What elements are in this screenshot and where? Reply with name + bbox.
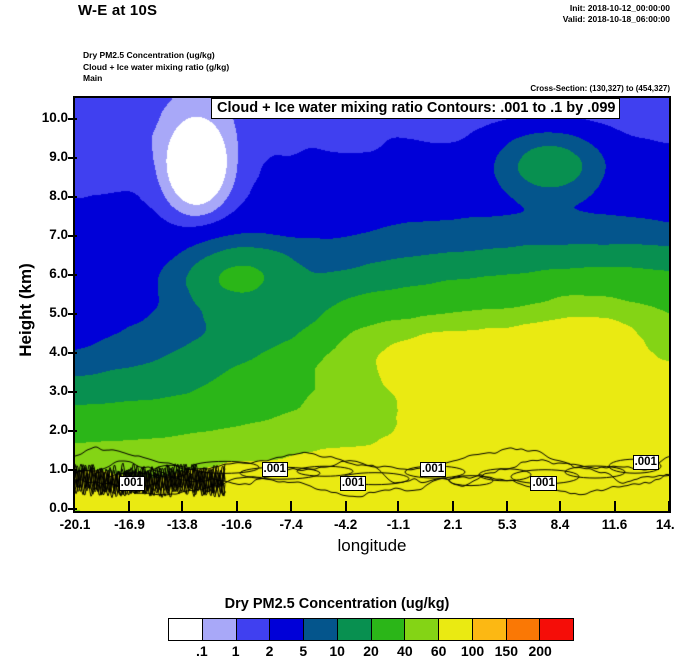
contour-value-label: .001	[419, 462, 447, 478]
page-title: W-E at 10S	[78, 2, 158, 19]
field-line-pm25: Dry PM2.5 Concentration (ug/kg)	[83, 50, 215, 60]
colorbar-tick-label: 200	[528, 643, 552, 659]
y-tick-mark	[68, 157, 77, 160]
colorbar-swatch	[337, 619, 372, 640]
y-tick-mark	[68, 430, 77, 433]
y-tick-mark	[68, 352, 77, 355]
y-tick-label: 10.0	[41, 110, 68, 126]
valid-time: Valid: 2018-10-18_06:00:00	[562, 14, 670, 24]
plot-area: .001 .001 .001 .001 .001 .001	[73, 96, 671, 513]
y-tick-label: 9.0	[49, 149, 68, 165]
y-tick-label: 7.0	[49, 227, 68, 243]
field-info: Dry PM2.5 Concentration (ug/kg) Cloud + …	[83, 50, 229, 85]
y-tick-label: 1.0	[49, 461, 68, 477]
contour-value-label: .001	[339, 475, 367, 491]
x-tick-label: 5.3	[497, 517, 517, 532]
colorbar-swatch	[371, 619, 406, 640]
colorbar-tick-label: 1	[231, 643, 240, 659]
x-tick-label: -13.8	[166, 517, 198, 532]
colorbar-tick-label: 20	[363, 643, 379, 659]
colorbar-tick-label: 60	[430, 643, 447, 659]
colorbar-tick-label: 10	[329, 643, 345, 659]
x-tick-label: -20.1	[59, 517, 91, 532]
colorbar-tick-label: .1	[195, 643, 208, 659]
y-tick-label: 8.0	[49, 188, 68, 204]
x-tick-label: -7.4	[279, 517, 303, 532]
colorbar-swatch	[202, 619, 237, 640]
x-tick-mark	[613, 501, 616, 513]
init-time: Init: 2018-10-12_00:00:00	[569, 3, 670, 13]
colorbar-swatch	[506, 619, 541, 640]
colorbar-tick-label: 5	[299, 643, 308, 659]
y-tick-mark	[68, 508, 77, 510]
x-tick-label: 8.4	[550, 517, 570, 532]
x-tick-label: -4.2	[333, 517, 358, 532]
x-tick-label: 11.6	[601, 517, 628, 532]
colorbar-swatch	[169, 619, 203, 640]
x-tick-mark	[235, 501, 238, 513]
field-line-cloudice: Cloud + Ice water mixing ratio (g/kg)	[83, 61, 230, 72]
colorbar-tick-label: 40	[397, 643, 413, 659]
contour-value-label: .001	[530, 475, 557, 491]
colorbar-tick-label: 100	[460, 643, 485, 659]
y-tick-mark	[68, 118, 77, 121]
y-tick-label: 0.0	[49, 500, 68, 515]
colorbar-swatch	[472, 619, 507, 640]
y-tick-label: 6.0	[49, 266, 68, 282]
x-tick-mark	[451, 501, 454, 513]
colorbar	[168, 618, 574, 641]
colorbar-swatch	[304, 619, 338, 640]
field-line-domain: Main	[83, 73, 103, 83]
contour-field	[75, 98, 669, 511]
colorbar-swatch	[270, 619, 304, 640]
contour-banner: Cloud + Ice water mixing ratio Contours:…	[211, 98, 621, 119]
colorbar-swatch	[439, 619, 473, 640]
colorbar-swatch	[236, 619, 271, 640]
y-tick-label: 5.0	[49, 305, 68, 321]
contour-value-label: .001	[261, 462, 288, 478]
x-tick-mark	[128, 501, 131, 513]
x-tick-mark	[506, 501, 509, 513]
x-tick-label: -10.6	[221, 517, 253, 532]
colorbar-tick-label: 2	[265, 643, 274, 659]
x-tick-label: 14.8	[655, 517, 674, 532]
x-tick-label: -16.9	[114, 517, 145, 532]
x-tick-label: -1.1	[386, 517, 410, 532]
y-tick-mark	[68, 469, 77, 472]
y-axis-ticks: 0.0 1.0 2.0 3.0 4.0 5.0 6.0 7.0 8.0 9.0 10.0	[20, 96, 77, 515]
colorbar-title: Dry PM2.5 Concentration (ug/kg)	[224, 596, 450, 612]
y-tick-label: 2.0	[49, 422, 68, 438]
y-tick-mark	[68, 196, 77, 199]
colorbar-tick-label: 150	[494, 643, 518, 659]
x-tick-mark	[344, 501, 347, 513]
y-tick-mark	[68, 313, 77, 316]
y-tick-label: 3.0	[49, 383, 68, 399]
run-info: Init: 2018-10-12_00:00:00 Valid: 2018-10…	[563, 3, 670, 25]
y-tick-mark	[68, 391, 77, 394]
x-tick-mark	[559, 501, 562, 513]
colorbar-tick-labels: .1 1 2 5 10 20 40 60 100 150 200	[168, 643, 574, 665]
colorbar-swatch	[540, 619, 573, 640]
colorbar-swatch	[405, 619, 439, 640]
contour-value-label: .001	[118, 475, 145, 491]
x-tick-mark	[668, 501, 670, 513]
x-tick-mark	[397, 501, 400, 513]
x-tick-label: 2.1	[443, 517, 463, 532]
y-tick-label: 4.0	[49, 344, 68, 360]
x-tick-mark	[181, 501, 184, 513]
y-tick-mark	[68, 274, 77, 277]
y-tick-mark	[68, 235, 77, 238]
x-tick-mark	[290, 501, 293, 513]
cross-section-info: Cross-Section: (130,327) to (454,327)	[530, 84, 670, 93]
contour-value-label: .001	[632, 455, 659, 471]
x-axis-title: longitude	[337, 536, 407, 555]
x-axis-ticks: -20.1 -16.9 -13.8 -10.6 -7.4 -4.2 -1.1 2.1 5.3 8.…	[60, 501, 674, 539]
